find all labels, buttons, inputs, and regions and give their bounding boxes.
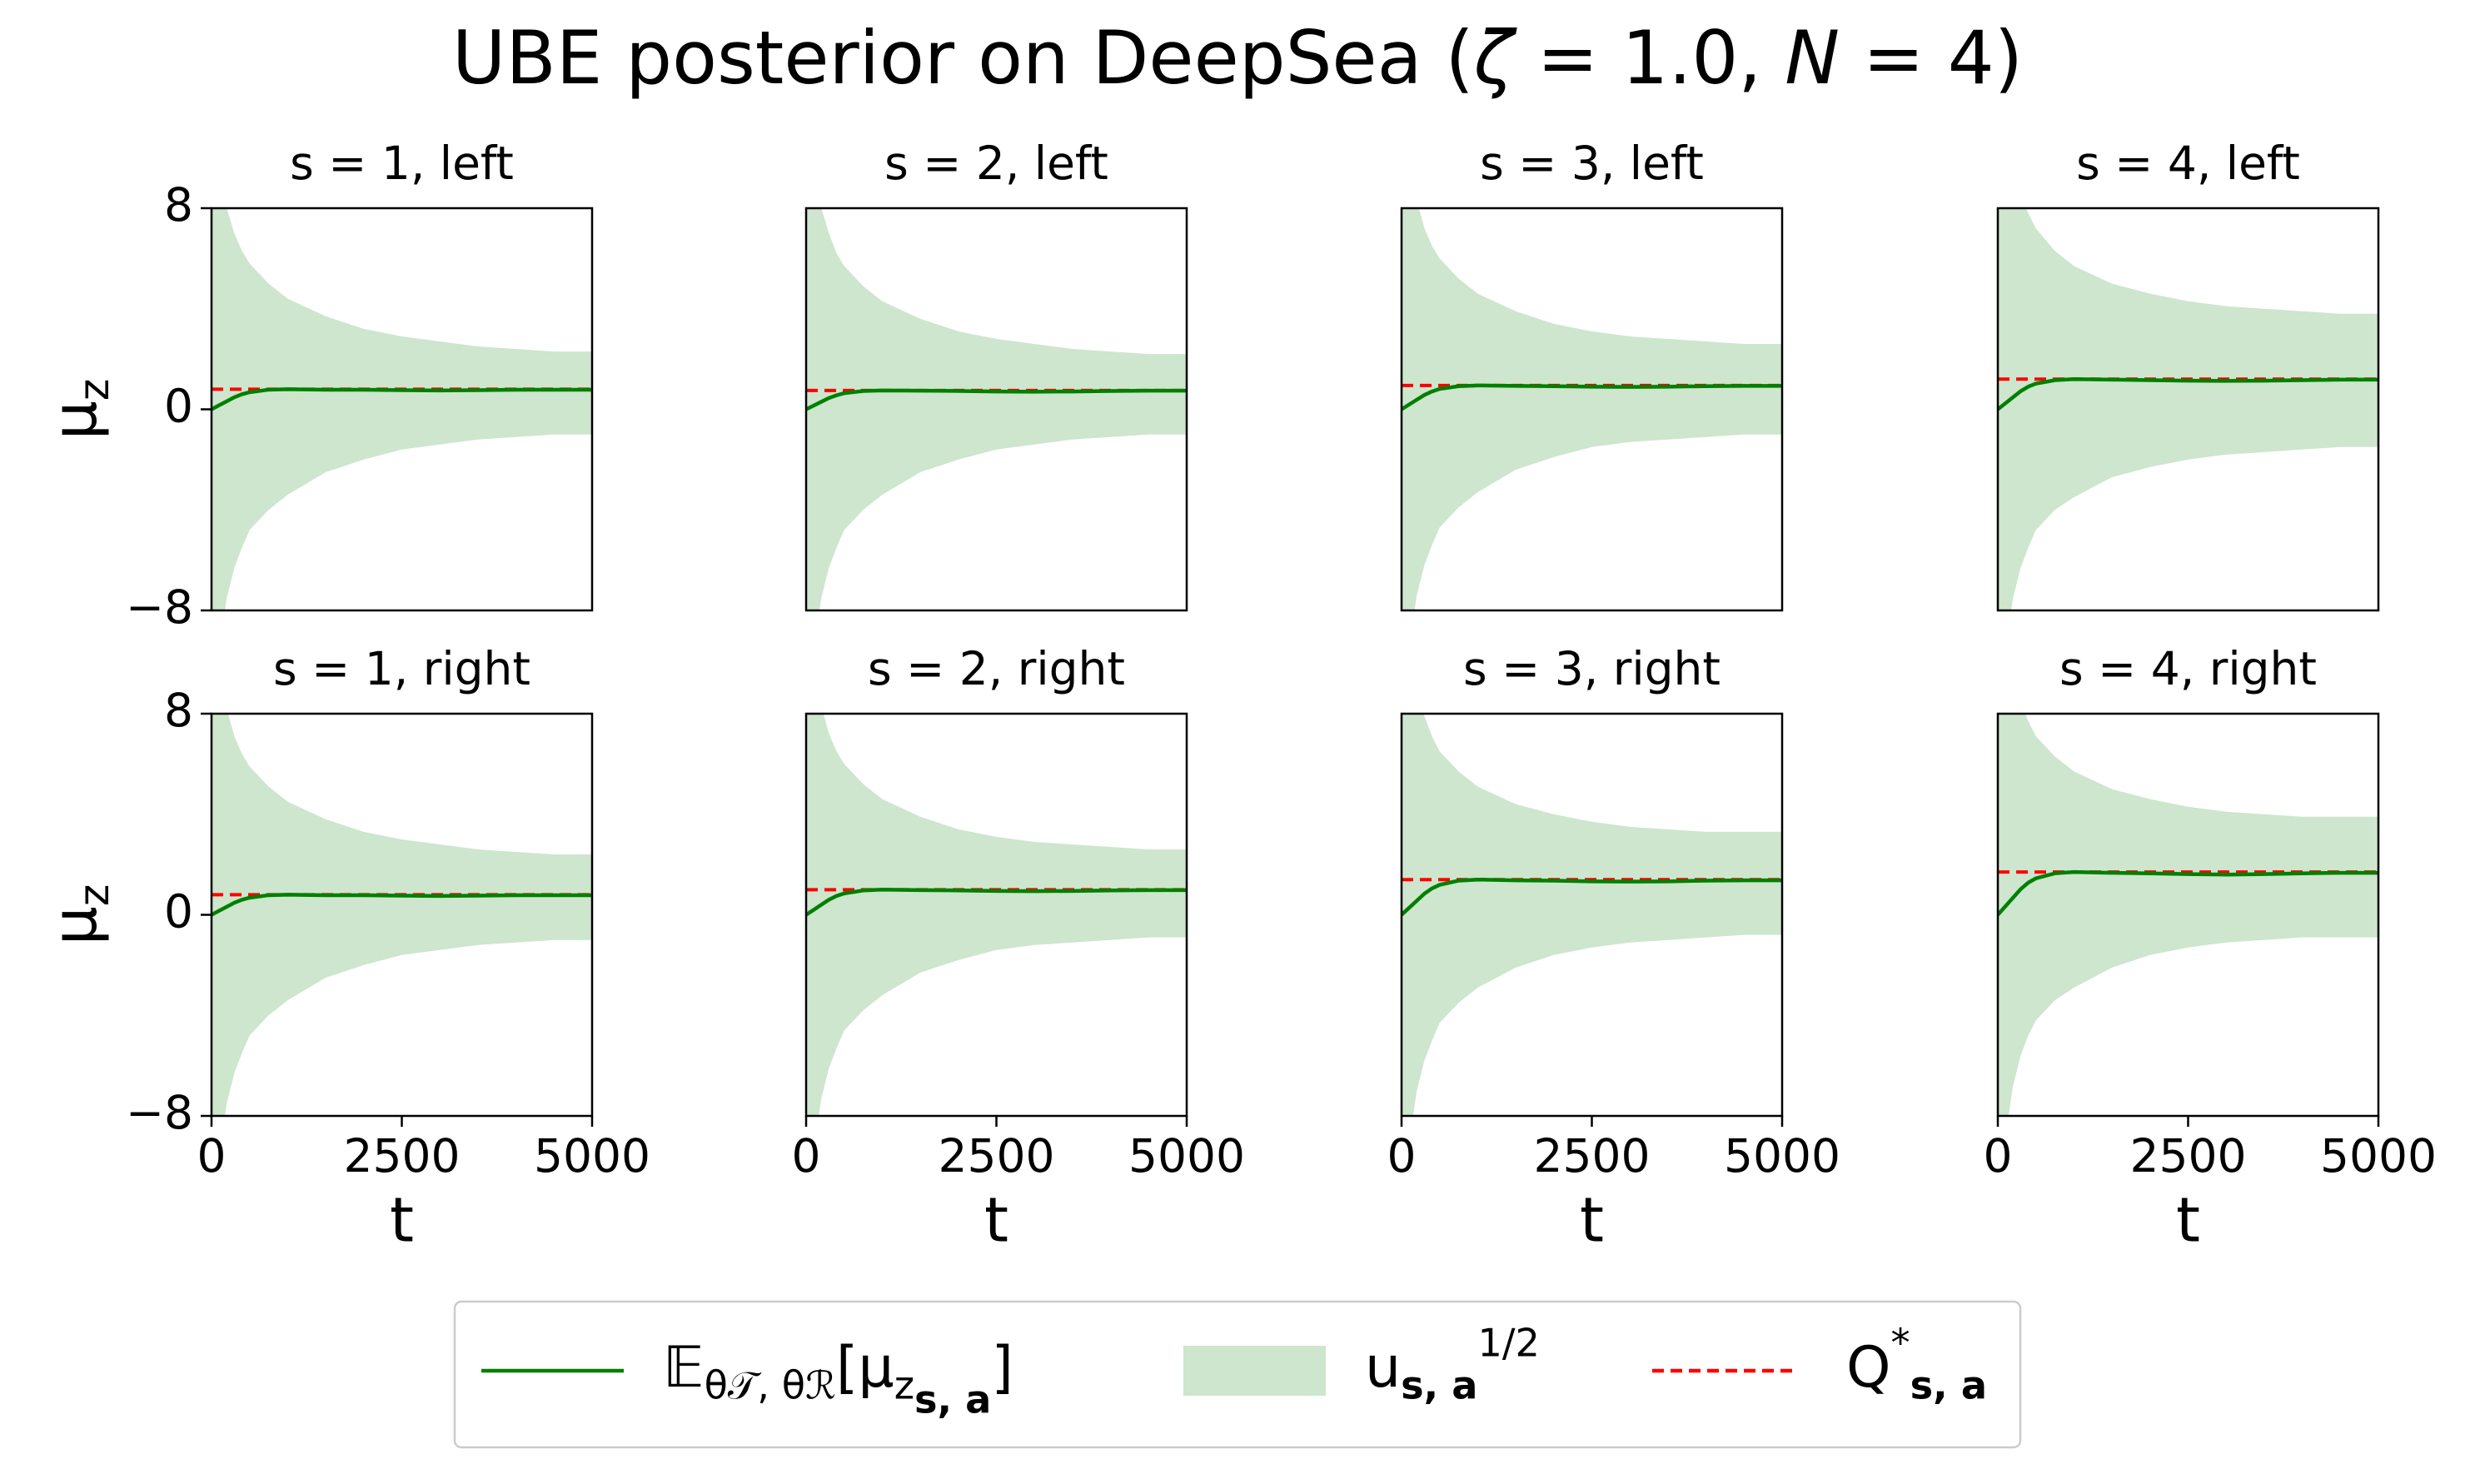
- text-part: UBE posterior on DeepSea (: [452, 15, 1474, 101]
- uncertainty-band: [806, 714, 1187, 1116]
- plot-area: [1998, 714, 2378, 1116]
- x-tick-label: 2500: [1534, 1129, 1651, 1183]
- text-part: z: [69, 379, 118, 401]
- x-tick-label: 5000: [1724, 1129, 1840, 1183]
- uncertainty-band: [1998, 208, 2378, 610]
- mean-line: [806, 888, 1187, 917]
- text-part: u: [1365, 1335, 1401, 1401]
- text-part: ]: [991, 1335, 1013, 1401]
- text-part: s, a: [1401, 1362, 1477, 1407]
- x-tick-label: 0: [1984, 1129, 2013, 1183]
- mean-line: [212, 893, 592, 917]
- x-tick-label: 5000: [2320, 1129, 2437, 1183]
- plot-area: [806, 208, 1187, 610]
- axes-frame: [804, 207, 1188, 612]
- y-tick-label: 8: [164, 178, 193, 232]
- y-axis-label: μz: [39, 379, 118, 441]
- axes-frame: [1996, 207, 2380, 612]
- x-tick-label: 2500: [2130, 1129, 2247, 1183]
- mean-line: [1402, 877, 1782, 917]
- subplot-title: s = 1, left: [290, 137, 514, 190]
- plot-area: [1402, 714, 1782, 1116]
- x-axis-label: t: [2176, 1185, 2200, 1257]
- subplot-title: s = 3, left: [1480, 137, 1704, 190]
- text-part: θ𝒯, θℛ: [705, 1362, 836, 1407]
- subplot-title: s = 3, right: [1463, 642, 1721, 695]
- mean-line: [1998, 377, 2378, 411]
- legend-label: 𝔼θ𝒯, θℛ[μzs, a]: [663, 1335, 1013, 1422]
- text-part: N: [1785, 15, 1840, 101]
- x-tick-label: 2500: [344, 1129, 461, 1183]
- text-part: s, a: [1910, 1362, 1987, 1407]
- axes-frame: [1400, 207, 1784, 612]
- figure-title: UBE posterior on DeepSea (ζ = 1.0, N = 4…: [452, 15, 2023, 101]
- text-part: 1/2: [1478, 1320, 1540, 1365]
- text-part: 𝔼: [663, 1335, 705, 1401]
- legend-label: Q*s, a: [1846, 1320, 1987, 1407]
- uncertainty-band: [1998, 714, 2378, 1116]
- subplot-title: s = 4, right: [2059, 642, 2317, 695]
- text-part: z: [894, 1362, 914, 1407]
- subplot-title: s = 2, left: [884, 137, 1108, 190]
- x-axis-label: t: [390, 1185, 414, 1257]
- uncertainty-band: [1402, 208, 1782, 610]
- mean-line: [1402, 383, 1782, 411]
- mean-line: [806, 388, 1187, 411]
- text-part: = 4): [1840, 15, 2023, 101]
- text-part: z: [69, 884, 118, 906]
- uncertainty-band: [806, 208, 1187, 610]
- x-tick-label: 5000: [534, 1129, 650, 1183]
- mean-line: [212, 387, 592, 411]
- text-part: μ: [39, 906, 111, 945]
- plot-area: [806, 714, 1187, 1116]
- x-tick-label: 2500: [939, 1129, 1055, 1183]
- subplot-title: s = 1, right: [273, 642, 530, 695]
- y-tick-label: 0: [164, 885, 193, 939]
- plot-area: [212, 714, 592, 1116]
- legend-label: us, a1/2: [1365, 1320, 1540, 1407]
- text-part: [μ: [836, 1335, 894, 1401]
- x-axis-label: t: [1580, 1185, 1604, 1257]
- y-tick-label: −8: [126, 580, 193, 634]
- y-axis-label: μz: [39, 884, 118, 946]
- x-axis-label: t: [984, 1185, 1008, 1257]
- x-tick-label: 5000: [1128, 1129, 1245, 1183]
- legend-swatch: [1183, 1346, 1326, 1396]
- uncertainty-band: [212, 714, 592, 1116]
- uncertainty-band: [1402, 714, 1782, 1116]
- x-tick-label: 0: [792, 1129, 821, 1183]
- x-tick-label: 0: [197, 1129, 227, 1183]
- x-tick-label: 0: [1387, 1129, 1417, 1183]
- y-tick-label: −8: [126, 1086, 193, 1139]
- text-part: *: [1891, 1320, 1910, 1365]
- text-part: μ: [39, 401, 111, 440]
- subplot-title: s = 4, left: [2076, 137, 2300, 190]
- text-part: = 1.0,: [1514, 15, 1785, 101]
- text-part: s, a: [914, 1377, 991, 1422]
- y-tick-label: 0: [164, 380, 193, 433]
- plot-area: [212, 208, 592, 610]
- uncertainty-band: [212, 208, 592, 610]
- subplot-title: s = 2, right: [868, 642, 1125, 695]
- y-tick-label: 8: [164, 684, 193, 737]
- plot-area: [1402, 208, 1782, 610]
- text-part: ζ: [1473, 15, 1517, 101]
- mean-line: [1998, 869, 2378, 916]
- text-part: Q: [1846, 1335, 1891, 1401]
- plot-area: [1998, 208, 2378, 610]
